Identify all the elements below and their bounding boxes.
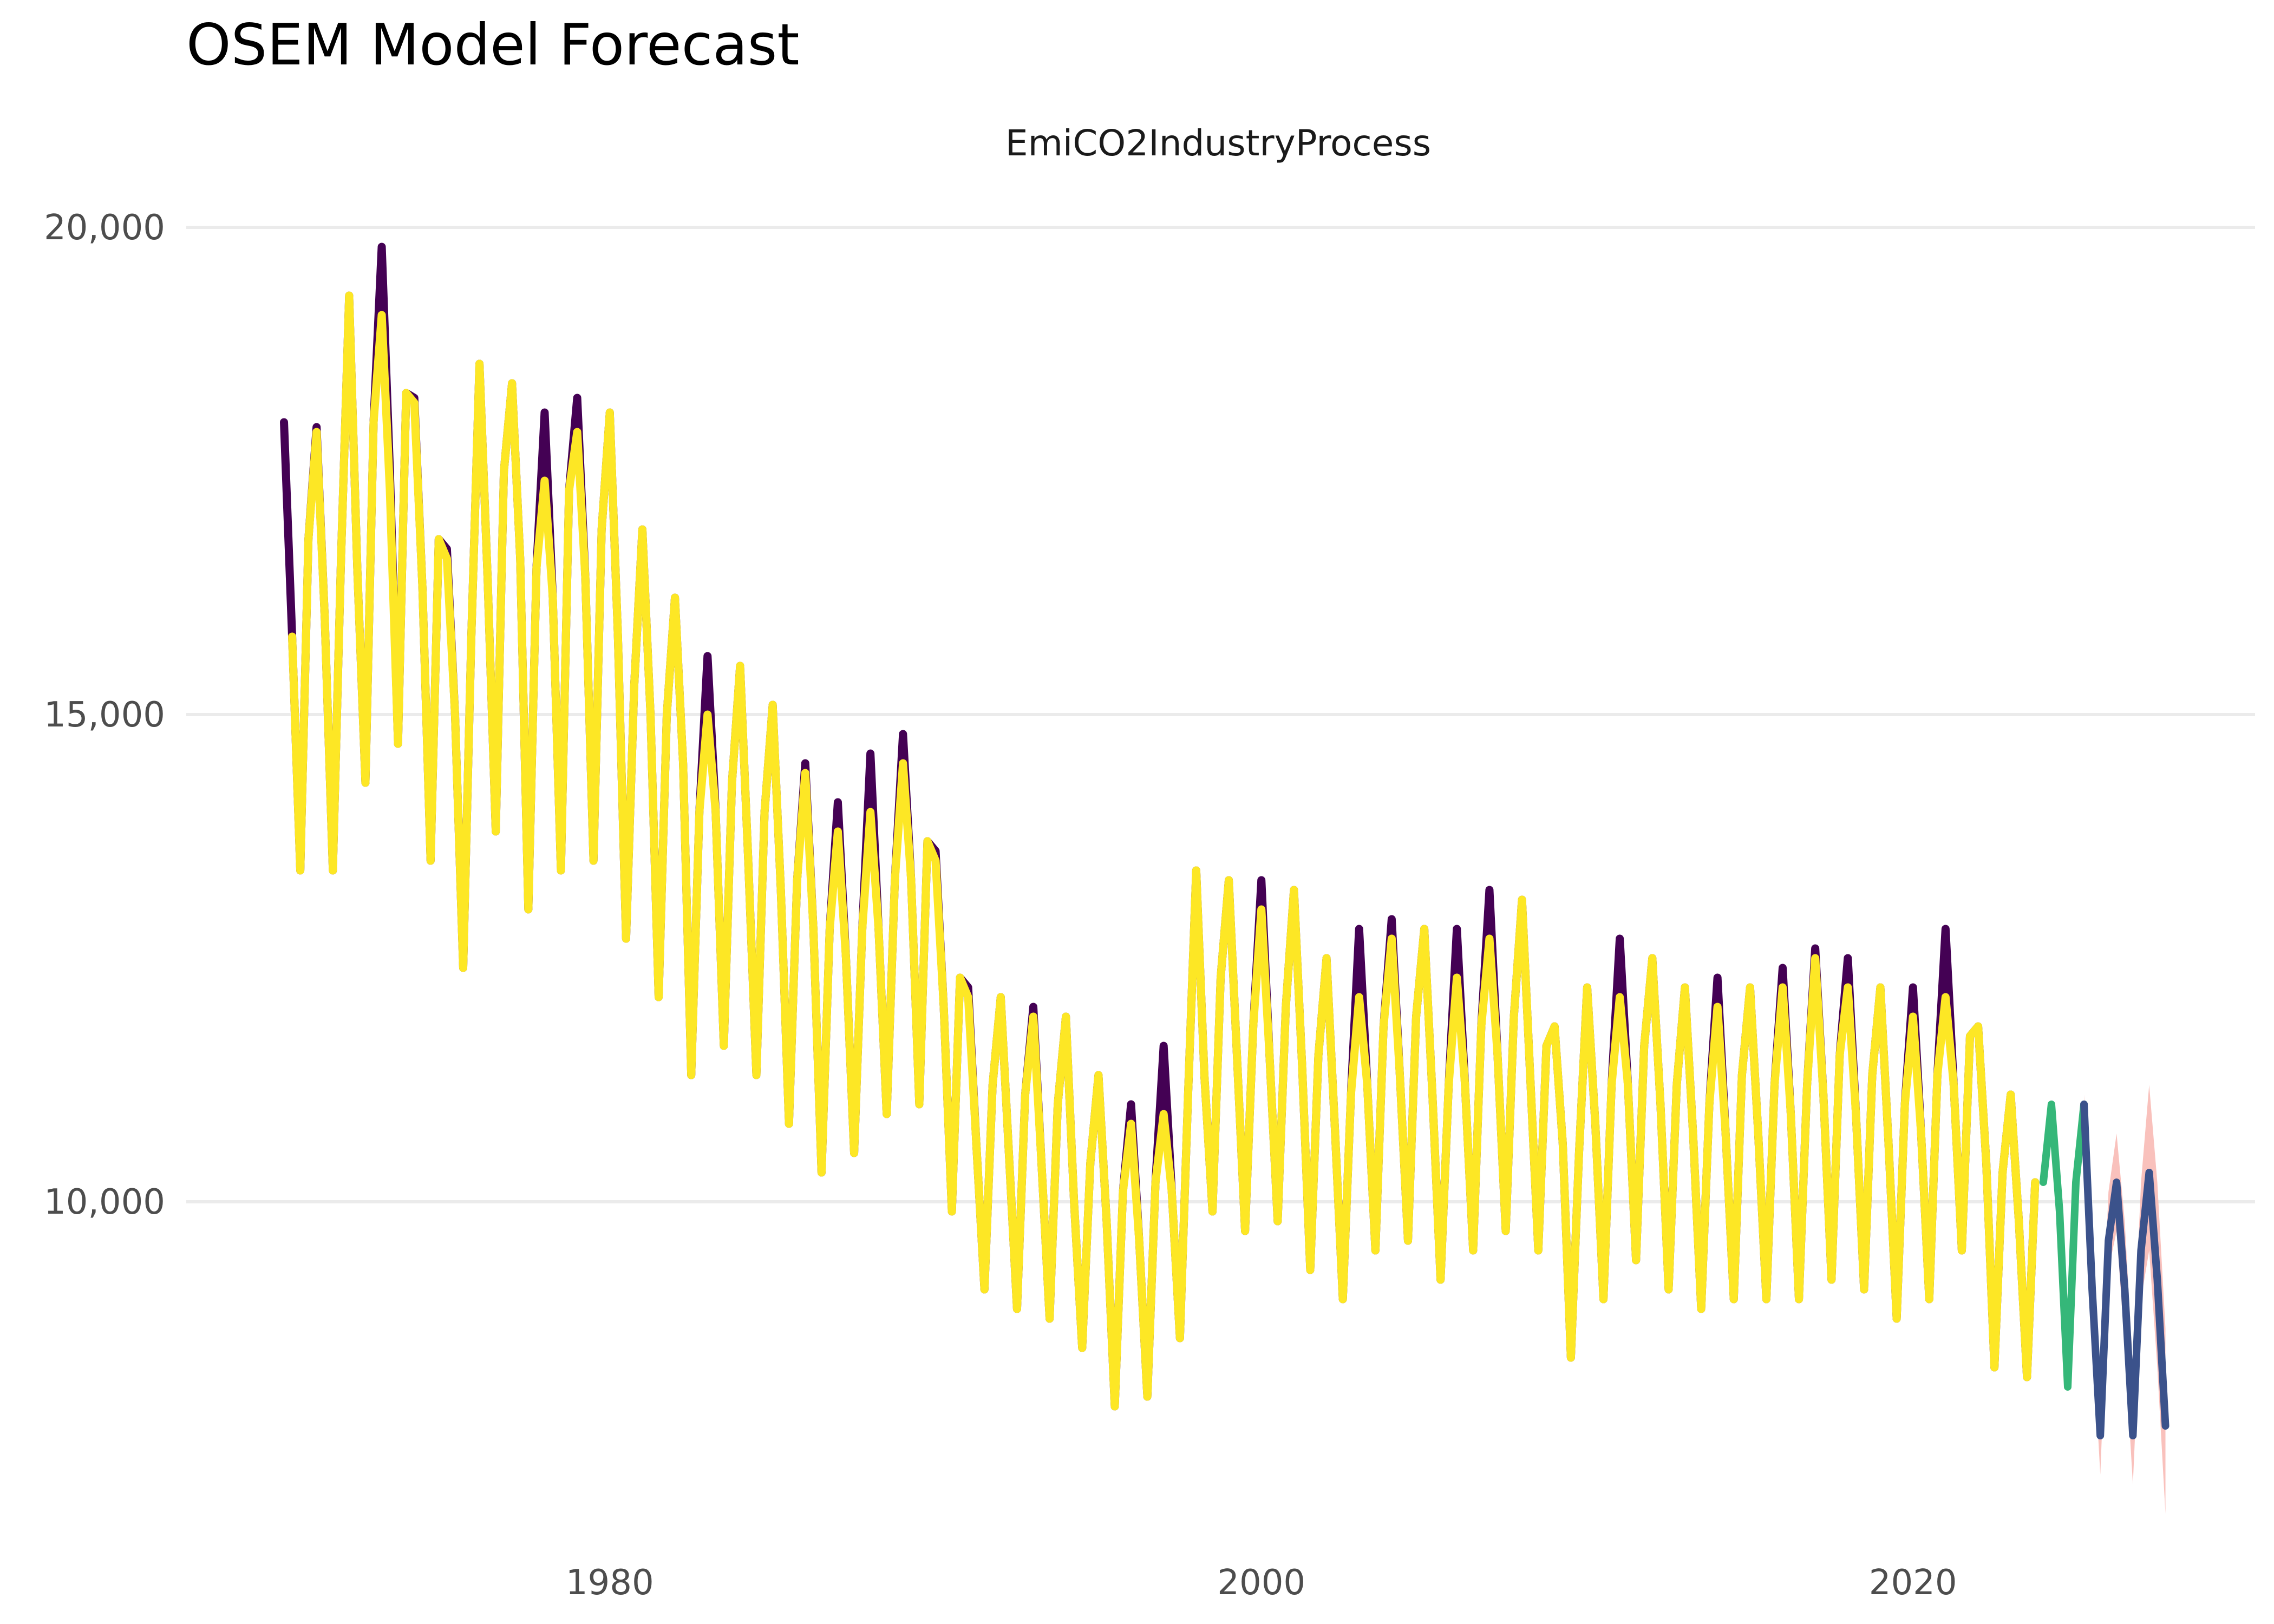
x-tick-label: 2000 <box>1217 1563 1305 1603</box>
y-tick-label: 20,000 <box>44 208 165 248</box>
test-series-line <box>2039 1101 2088 1391</box>
axis-tick-labels: 10,000 15,000 20,000 1980 2000 2020 <box>44 208 1957 1603</box>
x-tick-label: 1980 <box>566 1563 654 1603</box>
series-lines <box>280 243 2170 1439</box>
fitted-series-line <box>288 291 2040 1411</box>
x-tick-label: 2020 <box>1869 1563 1957 1603</box>
chart-title: OSEM Model Forecast <box>186 12 800 78</box>
y-tick-label: 15,000 <box>44 695 165 735</box>
y-tick-label: 10,000 <box>44 1182 165 1222</box>
facet-strip-label: EmiCO2IndustryProcess <box>1005 122 1432 164</box>
forecast-series-line <box>2080 1101 2170 1439</box>
